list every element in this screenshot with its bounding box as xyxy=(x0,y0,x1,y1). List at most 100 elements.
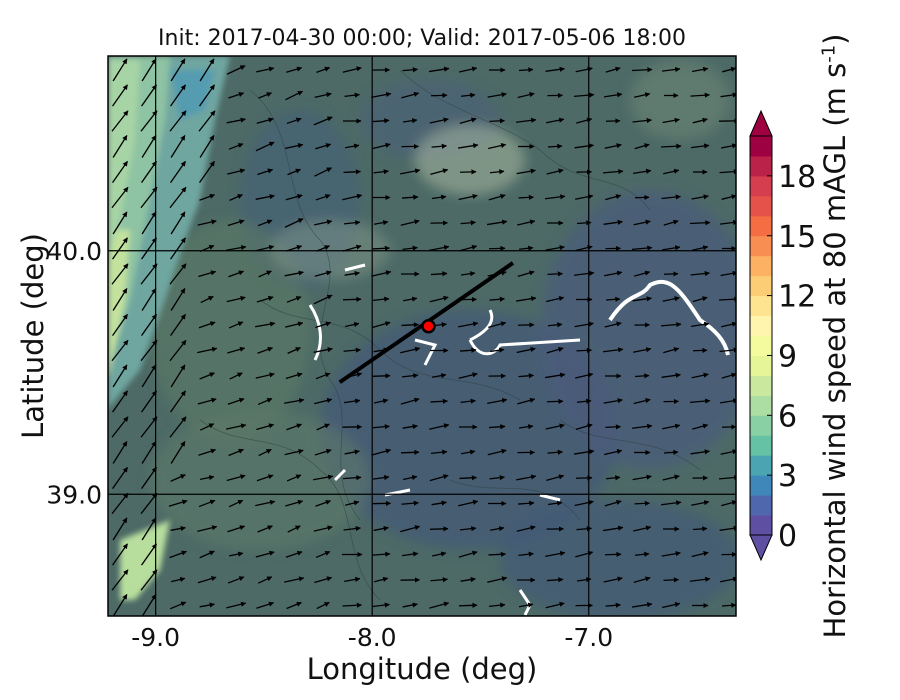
wind-arrow xyxy=(545,66,565,72)
wind-arrow xyxy=(633,168,652,175)
wind-arrow xyxy=(634,143,650,150)
wind-arrow xyxy=(429,66,450,73)
wind-arrow xyxy=(343,398,361,404)
wind-arrow xyxy=(546,474,565,481)
wind-arrow xyxy=(430,92,448,98)
wind-arrow xyxy=(575,245,593,252)
wind-arrow xyxy=(545,245,565,251)
wind-arrow xyxy=(516,474,537,481)
wind-arrow xyxy=(374,576,389,583)
colorbar-segment xyxy=(750,175,772,197)
wind-arrow xyxy=(429,295,449,303)
wind-arrow xyxy=(256,295,274,303)
wind-arrow xyxy=(141,135,157,158)
wind-arrow xyxy=(258,448,272,457)
wind-arrow xyxy=(287,525,301,533)
wind-arrow xyxy=(633,525,652,532)
wind-arrow xyxy=(692,66,709,73)
wind-arrow xyxy=(401,322,420,328)
wind-arrow xyxy=(662,117,680,124)
wind-arrow xyxy=(226,65,246,75)
wind-arrow xyxy=(256,66,275,73)
wind-arrow xyxy=(402,118,418,124)
wind-arrow xyxy=(516,296,537,302)
wind-arrow xyxy=(141,288,157,311)
wind-arrow xyxy=(458,143,479,149)
wind-arrow xyxy=(141,441,157,464)
wind-arrow xyxy=(546,577,564,583)
wind-arrow xyxy=(197,346,218,354)
wind-arrow xyxy=(141,237,157,260)
wind-arrow xyxy=(458,602,478,608)
x-tick-label: -7.0 xyxy=(564,623,613,652)
wind-arrow xyxy=(516,168,536,175)
wind-arrow xyxy=(488,245,506,251)
wind-arrow xyxy=(199,372,215,380)
wind-arrow xyxy=(605,602,621,608)
wind-arrow xyxy=(721,321,736,328)
axes-frame xyxy=(107,55,737,617)
figure-title: Init: 2017-04-30 00:00; Valid: 2017-05-0… xyxy=(158,26,686,51)
wind-arrow xyxy=(344,92,360,98)
wind-arrow xyxy=(632,602,653,608)
wind-arrow xyxy=(111,110,129,132)
wind-arrow xyxy=(256,244,275,252)
wind-arrow xyxy=(430,271,448,277)
wind-arrow xyxy=(284,270,304,277)
wind-arrow xyxy=(721,143,736,149)
wind-arrow xyxy=(228,143,244,150)
wind-arrow xyxy=(429,423,450,430)
colorbar-tick-label: 0 xyxy=(778,519,797,554)
wind-arrow xyxy=(199,160,215,184)
wind-arrow xyxy=(661,66,681,73)
wind-arrow xyxy=(575,372,594,379)
wind-arrow xyxy=(545,423,565,430)
wind-arrow xyxy=(313,347,333,353)
wind-arrow xyxy=(170,313,186,337)
wind-arrow xyxy=(315,143,332,150)
wind-arrow xyxy=(488,602,506,608)
wind-arrow xyxy=(199,423,215,431)
wind-arrow xyxy=(400,525,421,533)
wind-arrow xyxy=(344,449,360,455)
wind-arrow xyxy=(284,218,304,228)
wind-arrow xyxy=(631,423,653,429)
wind-arrow xyxy=(199,135,215,158)
y-axis-label: Latitude (deg) xyxy=(16,233,50,439)
wind-arrow xyxy=(112,135,128,158)
wind-arrow xyxy=(286,474,302,482)
wind-arrow xyxy=(518,551,534,557)
wind-arrow xyxy=(604,321,622,328)
wind-arrow xyxy=(168,499,188,507)
coastal-high-wind xyxy=(108,56,230,600)
wind-arrow xyxy=(255,372,275,379)
wind-arrow xyxy=(692,423,709,430)
wind-arrow xyxy=(342,475,362,481)
wind-arrow xyxy=(286,245,303,252)
wind-arrow xyxy=(112,237,128,260)
colorbar-segment xyxy=(750,515,772,536)
wind-arrow xyxy=(199,550,215,559)
wind-arrow xyxy=(431,143,447,149)
wind-arrow xyxy=(372,474,390,481)
wind-arrow xyxy=(662,601,681,609)
wind-arrow xyxy=(487,576,508,583)
wind-arrow xyxy=(691,194,709,200)
wind-arrow xyxy=(286,601,302,610)
wind-arrow xyxy=(141,390,157,413)
wind-arrow xyxy=(170,525,186,532)
wind-arrow xyxy=(689,220,711,226)
wind-arrow xyxy=(256,117,274,124)
wind-arrow xyxy=(691,321,710,328)
wind-arrow xyxy=(226,117,246,124)
wind-arrow xyxy=(112,594,128,616)
wind-arrow xyxy=(371,448,392,456)
wind-arrow xyxy=(487,219,508,226)
wind-arrow xyxy=(140,110,158,132)
wind-arrow xyxy=(314,576,333,584)
wind-arrow xyxy=(111,569,129,591)
wind-arrow xyxy=(546,398,564,404)
wind-arrow xyxy=(691,372,709,379)
wind-arrow xyxy=(459,66,478,73)
wind-arrow xyxy=(170,160,186,184)
